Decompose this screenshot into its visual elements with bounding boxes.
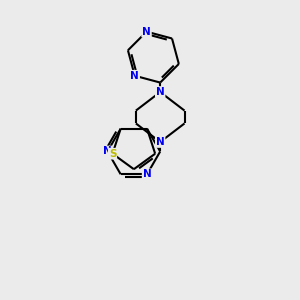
Text: N: N (156, 137, 165, 147)
Text: N: N (130, 71, 139, 81)
Text: S: S (109, 149, 116, 159)
Text: N: N (142, 169, 152, 179)
Text: N: N (142, 27, 151, 37)
Text: N: N (103, 146, 112, 157)
Text: N: N (156, 87, 165, 97)
